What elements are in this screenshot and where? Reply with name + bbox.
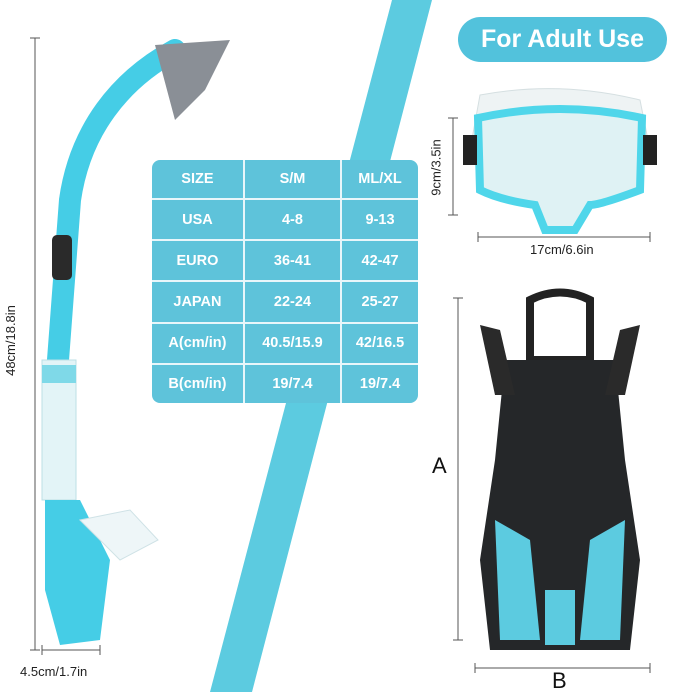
header-cell: S/M	[242, 160, 343, 200]
mask-height-label: 9cm/3.5in	[428, 139, 444, 196]
table-cell: 42-47	[340, 239, 418, 283]
table-cell: USA	[152, 197, 245, 242]
header-cell: SIZE	[152, 160, 245, 200]
table-row: B(cm/in) 19/7.4 19/7.4	[152, 362, 418, 403]
table-cell: 36-41	[242, 239, 343, 283]
table-cell: 40.5/15.9	[242, 321, 343, 365]
fin-dimension-lines	[453, 297, 651, 673]
mask-image	[463, 88, 657, 234]
snorkel-dimension-lines	[30, 37, 101, 655]
mask-width-label: 17cm/6.6in	[530, 242, 594, 257]
table-cell: 19/7.4	[340, 362, 418, 403]
table-cell: 9-13	[340, 197, 418, 242]
snorkel-length-label: 48cm/18.8in	[2, 305, 18, 376]
table-cell: JAPAN	[152, 280, 245, 324]
fin-image	[480, 288, 640, 650]
table-cell: A(cm/in)	[152, 321, 245, 365]
table-cell: 42/16.5	[340, 321, 418, 365]
table-row: EURO 36-41 42-47	[152, 239, 418, 283]
snorkel-width-label: 4.5cm/1.7in	[20, 664, 88, 679]
table-cell: B(cm/in)	[152, 362, 245, 403]
table-cell: 25-27	[340, 280, 418, 324]
fin-length-label: A	[432, 453, 447, 478]
table-row: USA 4-8 9-13	[152, 197, 418, 242]
mask-dimension-lines	[448, 117, 651, 242]
snorkel-image	[41, 39, 230, 645]
table-cell: 4-8	[242, 197, 343, 242]
table-row: JAPAN 22-24 25-27	[152, 280, 418, 324]
header-cell: ML/XL	[340, 160, 418, 200]
table-cell: EURO	[152, 239, 245, 283]
table-cell: 19/7.4	[242, 362, 343, 403]
fin-width-label: B	[552, 668, 567, 692]
size-table: SIZE S/M ML/XL USA 4-8 9-13 EURO 36-41 42-47…	[152, 160, 418, 403]
table-cell: 22-24	[242, 280, 343, 324]
table-header-row: SIZE S/M ML/XL	[152, 160, 418, 200]
adult-use-badge: For Adult Use	[458, 17, 667, 62]
table-row: A(cm/in) 40.5/15.9 42/16.5	[152, 321, 418, 365]
